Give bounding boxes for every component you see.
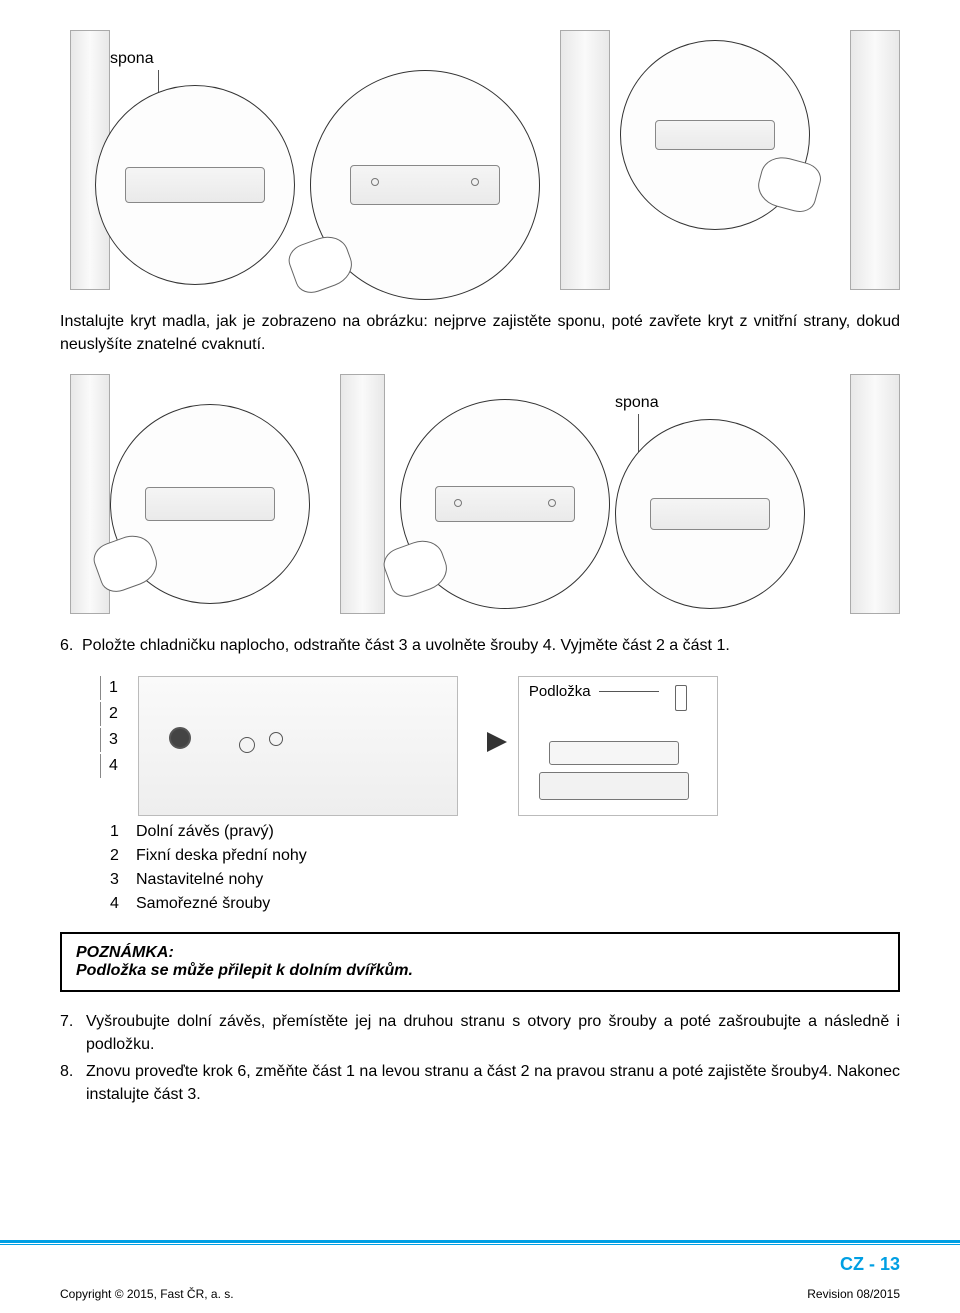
legend-table: 1 Dolní závěs (pravý) 2 Fixní deska přední… <box>110 820 900 916</box>
step6-number: 6. <box>60 634 82 657</box>
label-spona-mid: spona <box>615 394 659 412</box>
step7-text: Vyšroubujte dolní závěs, přemístěte jej … <box>86 1010 900 1056</box>
legend-n-3: 3 <box>110 868 124 892</box>
legend-label-2: Fixní deska přední nohy <box>136 844 307 868</box>
legend-label-4: Samořezné šrouby <box>136 892 270 916</box>
step8-text: Znovu proveďte krok 6, změňte část 1 na … <box>86 1060 900 1106</box>
diagram-circle-1 <box>95 85 295 285</box>
step6-text: Položte chladničku naplocho, odstraňte č… <box>82 637 730 654</box>
arrow-icon <box>447 727 507 757</box>
footer-copyright: Copyright © 2015, Fast ČR, a. s. <box>60 1287 234 1301</box>
legend-label-1: Dolní závěs (pravý) <box>136 820 274 844</box>
label-podlozka: Podložka <box>529 683 591 700</box>
footer-revision: Revision 08/2015 <box>807 1287 900 1301</box>
legend-callout-1: 1 <box>100 676 118 700</box>
note-body: Podložka se může přilepit k dolním dvířk… <box>76 962 884 980</box>
diagram-circle-4 <box>110 404 310 604</box>
footer-rule <box>0 1240 960 1243</box>
diagram-circle-2 <box>310 70 540 300</box>
fridge-panel-m-mid <box>340 374 385 614</box>
legend-n-2: 2 <box>110 844 124 868</box>
legend-number-callouts: 1 2 3 4 <box>100 676 118 780</box>
page-number: CZ - 13 <box>840 1254 900 1275</box>
note-box: POZNÁMKA: Podložka se může přilepit k do… <box>60 932 900 992</box>
podlozka-diagram: Podložka <box>518 676 718 816</box>
label-spona-top: spona <box>110 50 154 68</box>
step8-num: 8. <box>60 1060 86 1106</box>
legend-callout-2: 2 <box>100 702 118 726</box>
steps-list: 7.Vyšroubujte dolní závěs, přemístěte je… <box>60 1010 900 1107</box>
diagram-circle-3 <box>620 40 810 230</box>
legend-n-4: 4 <box>110 892 124 916</box>
paragraph-install-handle: Instalujte kryt madla, jak je zobrazeno … <box>60 310 900 356</box>
fridge-panel-m-right <box>850 374 900 614</box>
bottom-diagram <box>138 676 458 816</box>
note-title: POZNÁMKA: <box>76 944 884 962</box>
diagram-circle-5 <box>400 399 610 609</box>
fridge-panel-mid <box>560 30 610 290</box>
legend-n-1: 1 <box>110 820 124 844</box>
fridge-panel-right <box>850 30 900 290</box>
legend-callout-3: 3 <box>100 728 118 752</box>
diagram-circle-6 <box>615 419 805 609</box>
paragraph-step6: 6.Položte chladničku naplocho, odstraňte… <box>60 634 900 657</box>
legend-label-3: Nastavitelné nohy <box>136 868 263 892</box>
legend-callout-4: 4 <box>100 754 118 778</box>
step7-num: 7. <box>60 1010 86 1056</box>
